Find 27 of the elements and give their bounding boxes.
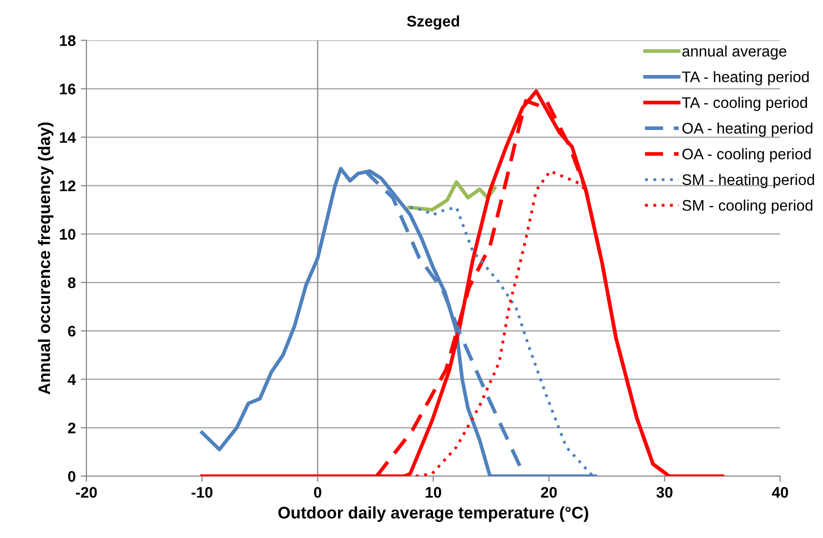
x-tick-label: -20 [76,486,97,498]
y-tick-label: 12 [60,180,76,192]
y-tick-label: 10 [60,228,76,240]
y-tick-label: 0 [68,471,76,482]
x-tick-label: 40 [772,486,788,498]
legend-label: TA - cooling period [682,96,807,112]
x-tick-label: 30 [656,486,672,498]
legend-label: SM - cooling period [682,200,812,214]
x-tick-label: 20 [540,486,557,498]
legend-label: TA - heating period [682,71,809,86]
y-axis-title: Annual occurence frequency (day) [38,122,54,394]
chart-title: Szeged [407,15,460,30]
y-tick-label: 18 [60,35,76,46]
legend-label: OA - cooling period [682,148,811,162]
y-tick-label: 4 [68,374,76,385]
y-tick-label: 8 [68,277,76,288]
y-tick-label: 6 [68,326,76,337]
x-tick-label: -10 [192,486,212,498]
legend-label: annual average [682,45,786,60]
legend-label: SM - heating period [682,174,814,188]
x-tick-label: 10 [426,486,442,498]
legend-label: OA - heating period [682,122,812,137]
x-tick-label: 0 [314,486,322,498]
y-tick-label: 2 [68,422,76,434]
y-tick-label: 14 [60,132,76,143]
x-axis-title: Outdoor daily average temperature (°C) [278,506,588,522]
y-tick-label: 16 [60,84,76,94]
